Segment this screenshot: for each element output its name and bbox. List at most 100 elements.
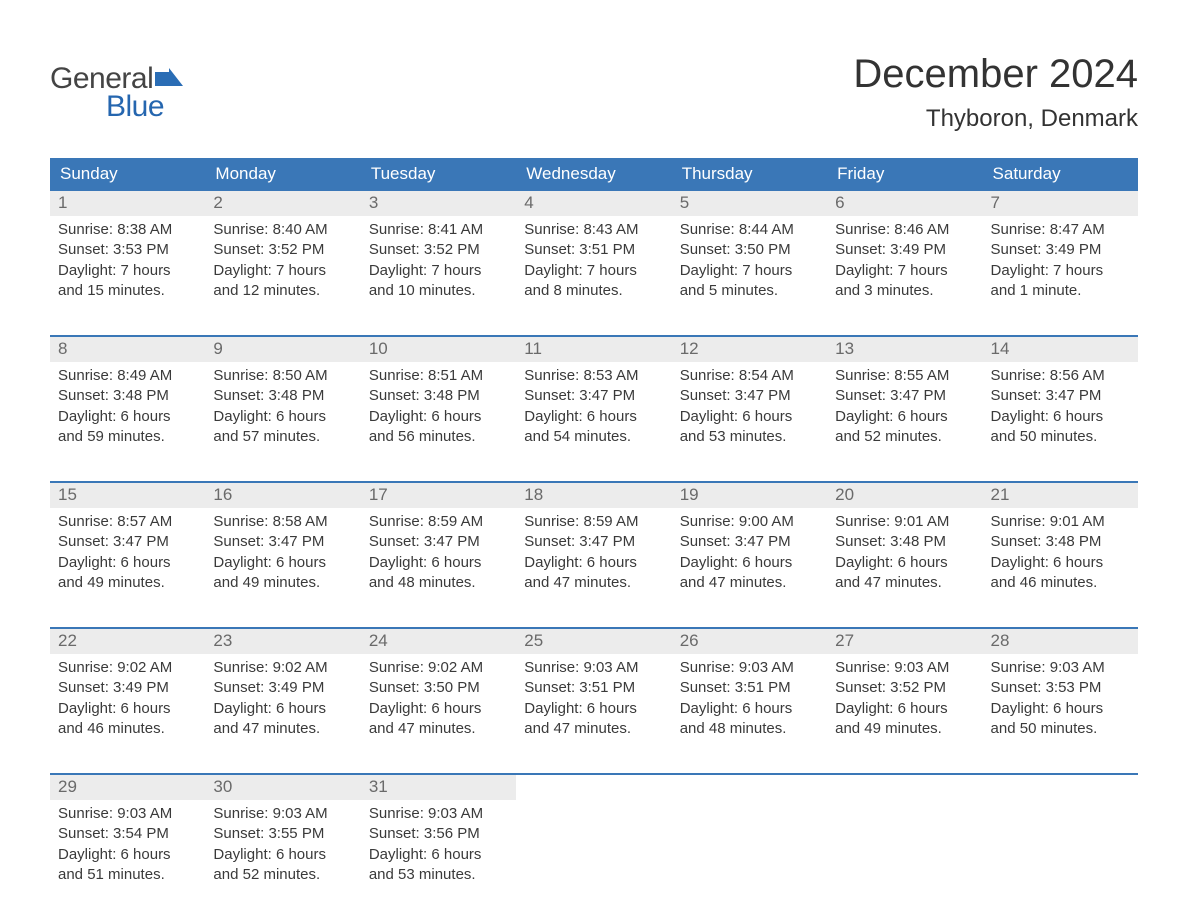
- day-cell: [827, 775, 982, 907]
- day-number: 27: [835, 631, 854, 650]
- day-sunset: Sunset: 3:53 PM: [58, 240, 197, 260]
- day-body: Sunrise: 9:03 AMSunset: 3:53 PMDaylight:…: [983, 654, 1138, 745]
- day-cell: 12Sunrise: 8:54 AMSunset: 3:47 PMDayligh…: [672, 337, 827, 469]
- day-sunrise: Sunrise: 8:55 AM: [835, 366, 974, 386]
- day-body: Sunrise: 9:02 AMSunset: 3:50 PMDaylight:…: [361, 654, 516, 745]
- day-d2: and 47 minutes.: [369, 719, 508, 739]
- day-d2: and 52 minutes.: [835, 427, 974, 447]
- day-sunrise: Sunrise: 9:03 AM: [680, 658, 819, 678]
- day-d2: and 47 minutes.: [680, 573, 819, 593]
- day-cell: 13Sunrise: 8:55 AMSunset: 3:47 PMDayligh…: [827, 337, 982, 469]
- day-number: 16: [213, 485, 232, 504]
- day-number: 22: [58, 631, 77, 650]
- day-d2: and 49 minutes.: [835, 719, 974, 739]
- day-body: Sunrise: 8:47 AMSunset: 3:49 PMDaylight:…: [983, 216, 1138, 307]
- day-cell: 27Sunrise: 9:03 AMSunset: 3:52 PMDayligh…: [827, 629, 982, 761]
- day-sunrise: Sunrise: 9:01 AM: [991, 512, 1130, 532]
- calendar: SundayMondayTuesdayWednesdayThursdayFrid…: [50, 158, 1138, 907]
- day-body: Sunrise: 8:58 AMSunset: 3:47 PMDaylight:…: [205, 508, 360, 599]
- day-number: 10: [369, 339, 388, 358]
- day-body: Sunrise: 8:59 AMSunset: 3:47 PMDaylight:…: [361, 508, 516, 599]
- day-d1: Daylight: 6 hours: [369, 845, 508, 865]
- weekday-header: Monday: [205, 158, 360, 191]
- day-sunset: Sunset: 3:51 PM: [524, 678, 663, 698]
- day-d2: and 48 minutes.: [680, 719, 819, 739]
- day-d2: and 12 minutes.: [213, 281, 352, 301]
- day-body: Sunrise: 8:56 AMSunset: 3:47 PMDaylight:…: [983, 362, 1138, 453]
- day-cell: 2 Sunrise: 8:40 AMSunset: 3:52 PMDaylight…: [205, 191, 360, 323]
- day-d2: and 3 minutes.: [835, 281, 974, 301]
- week-row: 8Sunrise: 8:49 AMSunset: 3:48 PMDaylight…: [50, 335, 1138, 469]
- weekday-header: Wednesday: [516, 158, 671, 191]
- day-number: 29: [58, 777, 77, 796]
- day-body: Sunrise: 9:01 AMSunset: 3:48 PMDaylight:…: [983, 508, 1138, 599]
- day-d2: and 49 minutes.: [213, 573, 352, 593]
- day-sunset: Sunset: 3:47 PM: [835, 386, 974, 406]
- day-sunset: Sunset: 3:48 PM: [835, 532, 974, 552]
- day-sunset: Sunset: 3:55 PM: [213, 824, 352, 844]
- week-row: 15Sunrise: 8:57 AMSunset: 3:47 PMDayligh…: [50, 481, 1138, 615]
- day-d1: Daylight: 7 hours: [680, 261, 819, 281]
- day-number: 28: [991, 631, 1010, 650]
- day-d2: and 1 minute.: [991, 281, 1130, 301]
- day-cell: 9Sunrise: 8:50 AMSunset: 3:48 PMDaylight…: [205, 337, 360, 469]
- day-sunset: Sunset: 3:48 PM: [213, 386, 352, 406]
- day-cell: 17Sunrise: 8:59 AMSunset: 3:47 PMDayligh…: [361, 483, 516, 615]
- day-number: 20: [835, 485, 854, 504]
- day-d1: Daylight: 6 hours: [369, 699, 508, 719]
- day-d1: Daylight: 6 hours: [991, 699, 1130, 719]
- day-sunset: Sunset: 3:50 PM: [680, 240, 819, 260]
- day-cell: 8Sunrise: 8:49 AMSunset: 3:48 PMDaylight…: [50, 337, 205, 469]
- day-sunrise: Sunrise: 9:01 AM: [835, 512, 974, 532]
- day-number: 31: [369, 777, 388, 796]
- day-d1: Daylight: 7 hours: [991, 261, 1130, 281]
- day-d1: Daylight: 6 hours: [369, 407, 508, 427]
- day-cell: 21 Sunrise: 9:01 AMSunset: 3:48 PMDayligh…: [983, 483, 1138, 615]
- day-number: 3: [369, 193, 378, 212]
- week-row: 22Sunrise: 9:02 AMSunset: 3:49 PMDayligh…: [50, 627, 1138, 761]
- day-sunset: Sunset: 3:47 PM: [991, 386, 1130, 406]
- day-number: 15: [58, 485, 77, 504]
- day-number: 19: [680, 485, 699, 504]
- day-number: 6: [835, 193, 844, 212]
- day-sunrise: Sunrise: 8:57 AM: [58, 512, 197, 532]
- day-sunset: Sunset: 3:49 PM: [213, 678, 352, 698]
- day-d2: and 52 minutes.: [213, 865, 352, 885]
- day-sunset: Sunset: 3:47 PM: [524, 386, 663, 406]
- day-sunset: Sunset: 3:51 PM: [524, 240, 663, 260]
- day-sunrise: Sunrise: 8:58 AM: [213, 512, 352, 532]
- day-body: Sunrise: 8:46 AMSunset: 3:49 PMDaylight:…: [827, 216, 982, 307]
- day-d2: and 51 minutes.: [58, 865, 197, 885]
- day-number: 7: [991, 193, 1000, 212]
- day-sunset: Sunset: 3:52 PM: [835, 678, 974, 698]
- day-cell: 11Sunrise: 8:53 AMSunset: 3:47 PMDayligh…: [516, 337, 671, 469]
- day-sunrise: Sunrise: 8:41 AM: [369, 220, 508, 240]
- day-d2: and 56 minutes.: [369, 427, 508, 447]
- day-body: Sunrise: 8:40 AMSunset: 3:52 PMDaylight:…: [205, 216, 360, 307]
- day-d1: Daylight: 6 hours: [213, 845, 352, 865]
- day-body: Sunrise: 8:53 AMSunset: 3:47 PMDaylight:…: [516, 362, 671, 453]
- day-d1: Daylight: 6 hours: [369, 553, 508, 573]
- day-d1: Daylight: 6 hours: [58, 699, 197, 719]
- day-d2: and 50 minutes.: [991, 427, 1130, 447]
- day-d1: Daylight: 6 hours: [991, 553, 1130, 573]
- day-d1: Daylight: 6 hours: [835, 699, 974, 719]
- week-row: 29Sunrise: 9:03 AMSunset: 3:54 PMDayligh…: [50, 773, 1138, 907]
- day-number: 21: [991, 485, 1010, 504]
- day-d1: Daylight: 6 hours: [213, 407, 352, 427]
- day-cell: 16 Sunrise: 8:58 AMSunset: 3:47 PMDayligh…: [205, 483, 360, 615]
- day-body: Sunrise: 8:59 AMSunset: 3:47 PMDaylight:…: [516, 508, 671, 599]
- day-number: 13: [835, 339, 854, 358]
- day-number: 12: [680, 339, 699, 358]
- day-d1: Daylight: 7 hours: [213, 261, 352, 281]
- day-cell: [516, 775, 671, 907]
- day-number: 2: [213, 193, 222, 212]
- day-sunset: Sunset: 3:47 PM: [369, 532, 508, 552]
- day-d1: Daylight: 7 hours: [58, 261, 197, 281]
- day-sunrise: Sunrise: 9:03 AM: [524, 658, 663, 678]
- day-sunrise: Sunrise: 8:51 AM: [369, 366, 508, 386]
- weekday-header: Saturday: [983, 158, 1138, 191]
- day-d2: and 46 minutes.: [58, 719, 197, 739]
- day-sunset: Sunset: 3:49 PM: [835, 240, 974, 260]
- day-number: 18: [524, 485, 543, 504]
